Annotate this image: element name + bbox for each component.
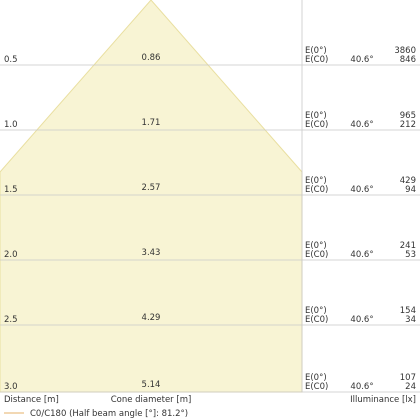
e0-illuminance-value: 3860 (394, 46, 416, 56)
e0-label: E(0°) (305, 176, 327, 186)
e0-illuminance-value: 241 (400, 241, 416, 251)
e0-illuminance-value: 154 (400, 306, 416, 316)
distance-value: 0.5 (4, 55, 18, 65)
e0-label: E(0°) (305, 306, 327, 316)
cone-diameter-value: 5.14 (142, 380, 161, 390)
ec0-illuminance-value: 24 (405, 382, 416, 392)
ec0-label: E(C0) (305, 185, 328, 195)
distance-value: 3.0 (4, 382, 18, 392)
angle-value: 40.6° (350, 185, 373, 195)
angle-value: 40.6° (350, 315, 373, 325)
cone-diameter-value: 0.86 (142, 53, 161, 63)
cone-diameter-axis-label: Cone diameter [m] (111, 395, 192, 405)
distance-value: 1.5 (4, 185, 18, 195)
e0-label: E(0°) (305, 241, 327, 251)
ec0-illuminance-value: 34 (405, 315, 416, 325)
cone-diameter-value: 2.57 (142, 183, 161, 193)
angle-value: 40.6° (350, 120, 373, 130)
angle-value: 40.6° (350, 250, 373, 260)
angle-value: 40.6° (350, 382, 373, 392)
cone-diameter-value: 3.43 (142, 248, 161, 258)
illuminance-axis-label: Illuminance [lx] (350, 395, 416, 405)
e0-illuminance-value: 965 (400, 111, 416, 121)
e0-label: E(0°) (305, 46, 327, 56)
ec0-illuminance-value: 846 (400, 55, 416, 65)
distance-value: 1.0 (4, 120, 18, 130)
ec0-illuminance-value: 53 (405, 250, 416, 260)
legend-label: C0/C180 (Half beam angle [°]: 81.2°) (30, 409, 188, 419)
ec0-label: E(C0) (305, 382, 328, 392)
cone-diameter-value: 4.29 (142, 313, 161, 323)
cone-diameter-value: 1.71 (142, 118, 161, 128)
distance-axis-label: Distance [m] (4, 395, 59, 405)
e0-label: E(0°) (305, 111, 327, 121)
e0-illuminance-value: 107 (400, 373, 416, 383)
distance-value: 2.0 (4, 250, 18, 260)
ec0-label: E(C0) (305, 250, 328, 260)
ec0-label: E(C0) (305, 120, 328, 130)
ec0-label: E(C0) (305, 55, 328, 65)
ec0-label: E(C0) (305, 315, 328, 325)
distance-value: 2.5 (4, 315, 18, 325)
ec0-illuminance-value: 94 (405, 185, 416, 195)
e0-label: E(0°) (305, 373, 327, 383)
angle-value: 40.6° (350, 55, 373, 65)
e0-illuminance-value: 429 (400, 176, 416, 186)
grid-lines (0, 0, 420, 393)
ec0-illuminance-value: 212 (400, 120, 416, 130)
